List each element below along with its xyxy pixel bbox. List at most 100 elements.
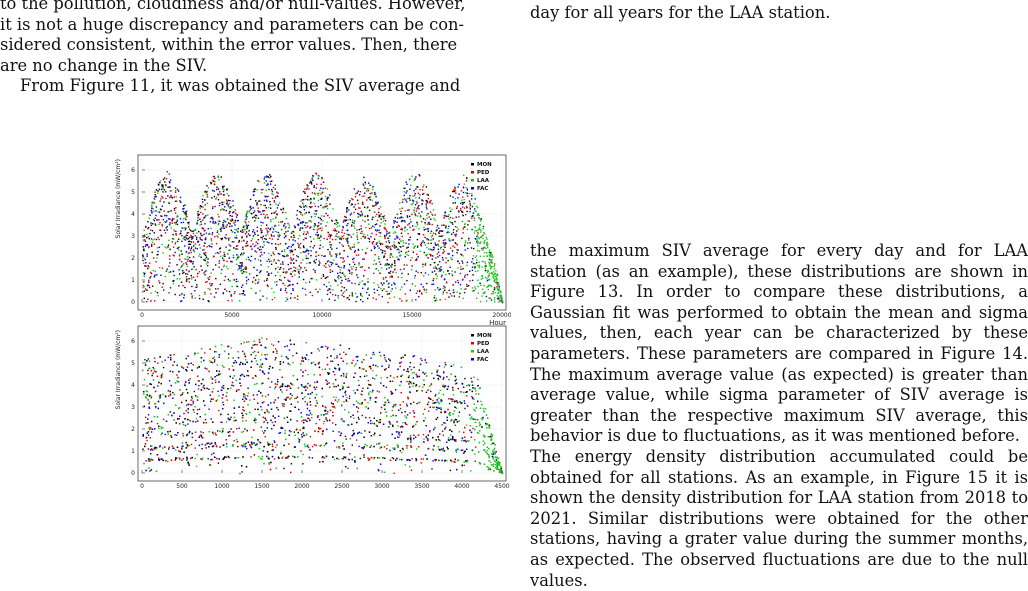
data-point <box>420 251 421 252</box>
data-point <box>303 239 304 240</box>
data-point <box>154 198 155 199</box>
data-point <box>318 175 319 176</box>
data-point <box>311 183 312 184</box>
data-point <box>213 176 214 177</box>
data-point <box>358 284 359 285</box>
data-point <box>220 229 221 230</box>
data-point <box>346 207 347 208</box>
data-point <box>260 271 261 272</box>
data-point <box>372 205 373 206</box>
data-point <box>314 225 315 226</box>
data-point <box>451 259 452 260</box>
data-point <box>197 399 198 400</box>
data-point <box>175 207 176 208</box>
data-point <box>263 421 264 422</box>
data-point <box>426 200 427 201</box>
data-point <box>289 227 290 228</box>
data-point <box>307 383 308 384</box>
data-point <box>457 267 458 268</box>
data-point <box>231 225 232 226</box>
data-point <box>266 176 267 177</box>
data-point <box>335 264 336 265</box>
data-point <box>170 271 171 272</box>
data-point <box>477 232 478 233</box>
data-point <box>253 195 254 196</box>
data-point <box>197 286 198 287</box>
data-point <box>294 398 295 399</box>
data-point <box>417 272 418 273</box>
data-point <box>291 258 292 259</box>
data-point <box>351 274 352 275</box>
data-point <box>341 290 342 291</box>
data-point <box>220 422 221 423</box>
data-point <box>157 251 158 252</box>
data-point <box>180 202 181 203</box>
data-point <box>193 250 194 251</box>
data-point <box>337 295 338 296</box>
data-point <box>456 292 457 293</box>
data-point <box>328 236 329 237</box>
data-point <box>458 216 459 217</box>
data-point <box>483 293 484 294</box>
data-point <box>482 250 483 251</box>
data-point <box>337 273 338 274</box>
data-point <box>343 257 344 258</box>
data-point <box>379 225 380 226</box>
data-point <box>369 241 370 242</box>
data-point <box>179 278 180 279</box>
data-point <box>201 224 202 225</box>
data-point <box>232 357 233 358</box>
data-point <box>203 206 204 207</box>
data-point <box>210 293 211 294</box>
data-point <box>146 290 147 291</box>
data-point <box>162 394 163 395</box>
data-point <box>277 195 278 196</box>
data-point <box>268 242 269 243</box>
data-point <box>388 246 389 247</box>
y-tick-label: 1 <box>131 277 135 284</box>
data-point <box>382 252 383 253</box>
data-point <box>500 301 501 302</box>
data-point <box>267 285 268 286</box>
data-point <box>258 456 259 457</box>
data-point <box>186 405 187 406</box>
data-point <box>349 396 350 397</box>
data-point <box>206 257 207 258</box>
data-point <box>284 233 285 234</box>
data-point <box>451 209 452 210</box>
data-point <box>174 208 175 209</box>
data-point <box>441 225 442 226</box>
data-point <box>180 233 181 234</box>
data-point <box>333 431 334 432</box>
data-point <box>382 290 383 291</box>
data-point <box>169 255 170 256</box>
data-point <box>173 229 174 230</box>
data-point <box>307 187 308 188</box>
data-point <box>243 229 244 230</box>
data-point <box>236 229 237 230</box>
data-point <box>287 280 288 281</box>
data-point <box>349 202 350 203</box>
data-point <box>490 260 491 261</box>
data-point <box>294 297 295 298</box>
data-point <box>395 231 396 232</box>
data-point <box>456 227 457 228</box>
data-point <box>217 236 218 237</box>
data-point <box>191 248 192 249</box>
data-point <box>202 228 203 229</box>
data-point <box>246 283 247 284</box>
data-point <box>188 278 189 279</box>
data-point <box>464 292 465 293</box>
data-point <box>174 434 175 435</box>
data-point <box>271 243 272 244</box>
data-point <box>300 222 301 223</box>
data-point <box>417 245 418 246</box>
data-point <box>228 457 229 458</box>
data-point <box>392 256 393 257</box>
data-point <box>345 219 346 220</box>
data-point <box>222 187 223 188</box>
data-point <box>354 188 355 189</box>
data-point <box>167 187 168 188</box>
data-point <box>162 184 163 185</box>
